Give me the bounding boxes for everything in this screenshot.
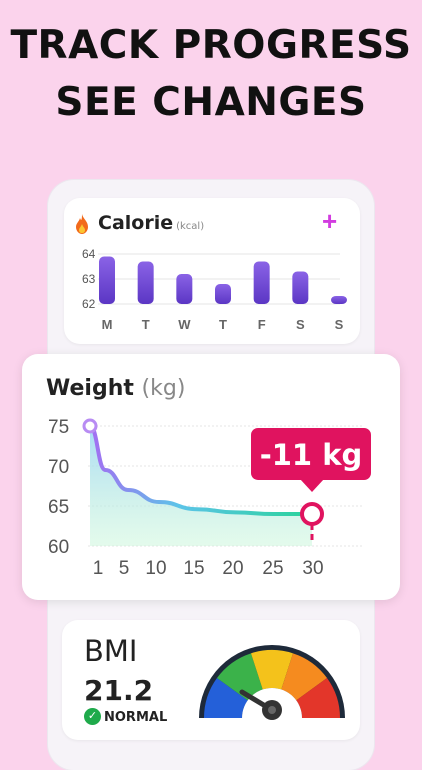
- calorie-bar: [253, 261, 270, 304]
- calorie-chart: 64 63 62 M T W T F S S: [82, 247, 347, 332]
- calorie-title-text: Calorie: [98, 212, 174, 234]
- weight-unit: (kg): [141, 376, 186, 401]
- bmi-gauge: [199, 645, 345, 720]
- calorie-xtick: S: [296, 317, 305, 332]
- check-icon: ✓: [84, 708, 101, 725]
- weight-xtick: 20: [222, 558, 243, 579]
- weight-end-point: [300, 502, 324, 526]
- weight-xtick: 30: [302, 558, 323, 579]
- calorie-ytick: 63: [82, 272, 96, 286]
- calorie-xtick: F: [258, 317, 266, 332]
- headline-line2: SEE CHANGES: [55, 80, 367, 125]
- calorie-bar: [215, 284, 231, 304]
- flame-icon: [76, 214, 88, 234]
- calorie-ytick: 62: [82, 297, 96, 311]
- gauge-hub-inner: [268, 706, 276, 714]
- calorie-bar: [99, 256, 115, 304]
- gauge-segment: [281, 653, 328, 701]
- headline-line1: TRACK PROGRESS: [10, 23, 412, 68]
- weight-start-point: [82, 418, 98, 434]
- weight-xtick: 5: [119, 558, 130, 579]
- weight-title-text: Weight: [46, 376, 134, 401]
- calorie-bar: [292, 271, 309, 304]
- weight-badge-text: -11 kg: [260, 438, 363, 472]
- weight-title: Weight (kg): [46, 376, 185, 401]
- gauge-segment: [296, 678, 340, 718]
- add-calorie-button[interactable]: +: [322, 206, 338, 236]
- gauge-segment: [250, 650, 294, 690]
- calorie-xtick: S: [335, 317, 344, 332]
- calorie-ytick: 64: [82, 247, 96, 261]
- calorie-xtick: W: [178, 317, 191, 332]
- weight-line: [88, 424, 314, 516]
- weight-badge: [251, 428, 371, 480]
- calorie-bar: [176, 274, 193, 304]
- gauge-segment: [204, 678, 248, 718]
- bmi-value: 21.2: [84, 674, 154, 707]
- weight-area: [90, 426, 312, 546]
- calorie-unit: (kcal): [176, 221, 205, 232]
- weight-xtick: 25: [262, 558, 283, 579]
- calorie-xtick: T: [142, 317, 150, 332]
- weight-xtick: 1: [93, 558, 104, 579]
- weight-badge-pointer: [300, 479, 324, 492]
- calorie-bar: [137, 261, 154, 304]
- calorie-title: Calorie (kcal): [98, 212, 204, 234]
- calorie-xtick: T: [219, 317, 227, 332]
- weight-ytick: 60: [48, 537, 69, 558]
- calorie-bar: [331, 296, 347, 304]
- calorie-xtick: M: [102, 317, 113, 332]
- weight-xtick: 10: [145, 558, 166, 579]
- weight-ytick: 75: [48, 417, 69, 438]
- gauge-segment: [216, 653, 263, 701]
- weight-xtick: 15: [183, 558, 204, 579]
- weight-chart: 75 70 65 60 1 5 10 15 20 25 30 -11 kg: [48, 417, 371, 579]
- weight-ytick: 70: [48, 457, 69, 478]
- bmi-status: NORMAL: [104, 710, 168, 725]
- weight-ytick: 65: [48, 497, 69, 518]
- bmi-label: BMI: [84, 634, 138, 668]
